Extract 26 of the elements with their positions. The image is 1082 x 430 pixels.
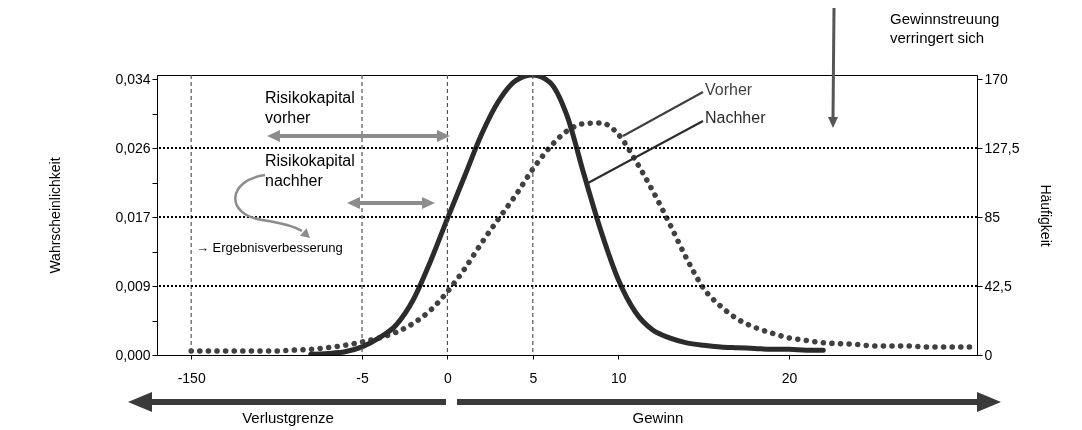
- y2-tick-label: 170: [984, 70, 1009, 87]
- y-tick-label: 0,009: [115, 277, 151, 294]
- text: Gewinnstreuung verringert sich: [890, 10, 1000, 46]
- y-tick-label: 0,026: [115, 139, 151, 156]
- x-tick-label: 10: [610, 369, 627, 386]
- y-tick-label: 0,017: [115, 208, 151, 225]
- y-tick-label: 0,034: [115, 70, 151, 87]
- annotation: Risikokapital nachher: [265, 152, 355, 189]
- x-tick-label: 0: [444, 369, 453, 386]
- y2-tick-label: 42,5: [984, 277, 1012, 294]
- y2-tick-label: 85: [984, 208, 1001, 225]
- x-tick-label: -150: [177, 369, 206, 386]
- y2-tick-label: 0: [984, 346, 993, 363]
- text: Vorher: [705, 81, 753, 98]
- annotation: Risikokapital vorher: [265, 89, 355, 126]
- y2-tick-label: 127,5: [984, 139, 1020, 156]
- annotation: → Ergebnisverbesserung: [196, 240, 343, 255]
- x-tick-label: 20: [781, 369, 798, 386]
- y2-axis-title: Häufigkeit: [1037, 184, 1054, 247]
- text: Verlustgrenze: [242, 409, 334, 426]
- y-tick-label: 0,000: [115, 346, 151, 363]
- x-tick-label: 5: [529, 369, 538, 386]
- x-tick-label: -5: [356, 369, 369, 386]
- y-axis-title: Wahrscheinlichkeit: [47, 157, 64, 274]
- text: Gewinn: [632, 409, 684, 426]
- text: Nachher: [705, 109, 767, 126]
